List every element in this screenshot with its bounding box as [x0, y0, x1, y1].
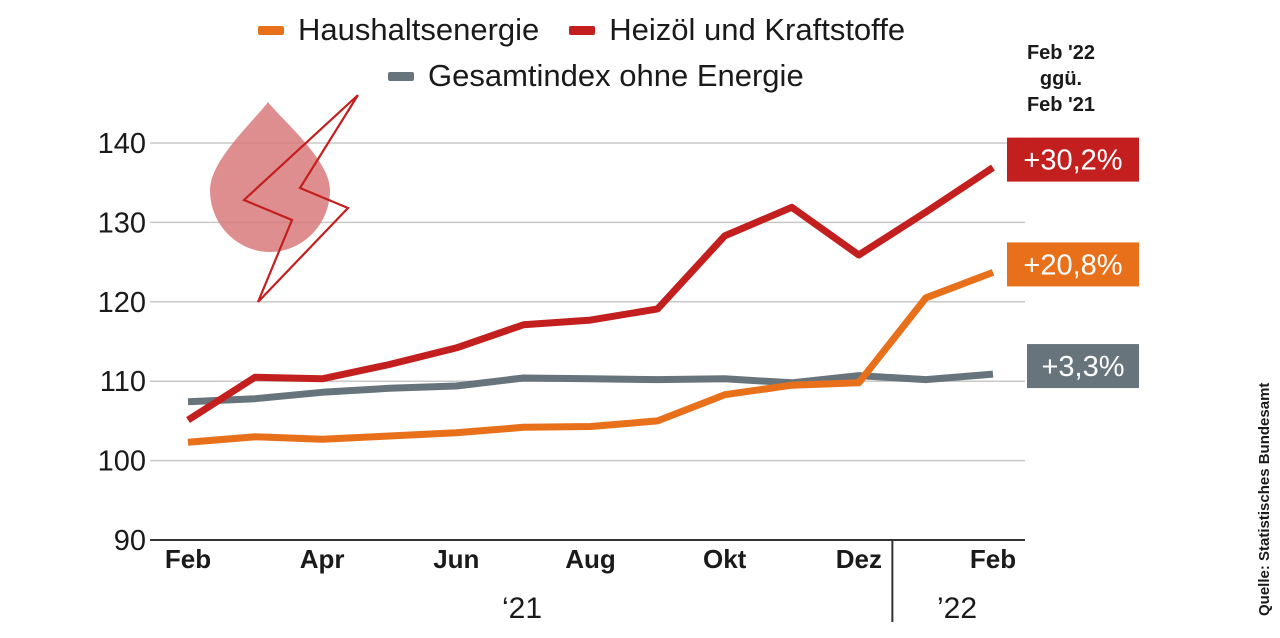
- legend-swatch-haushaltsenergie: [258, 25, 284, 35]
- x-tick-label: Jun: [433, 544, 479, 574]
- legend-row-2: Gesamtindex ohne Energie: [388, 58, 834, 94]
- series-lines: [186, 164, 995, 446]
- change-header-line-2: ggü.: [1039, 68, 1083, 90]
- legend-row-1: Haushaltsenergie Heizöl und Kraftstoffe: [258, 12, 935, 48]
- change-header: Feb '22 ggü. Feb '21: [1006, 40, 1116, 118]
- y-tick-label: 110: [100, 366, 146, 398]
- x-tick-label: Aug: [565, 544, 616, 574]
- change-label-1: +30,2%: [1023, 145, 1122, 177]
- change-badge-2: [1027, 344, 1139, 389]
- year-label: ‘21: [502, 592, 542, 625]
- change-badge-1: [1007, 137, 1139, 182]
- legend-label-heizoel: Heizöl und Kraftstoffe: [609, 12, 906, 47]
- energy-drop-lightning-icon: [210, 94, 359, 303]
- legend-label-haushaltsenergie: Haushaltsenergie: [298, 12, 540, 47]
- legend-label-gesamtindex: Gesamtindex ohne Energie: [428, 58, 804, 93]
- legend-item-haushaltsenergie: Haushaltsenergie: [258, 12, 539, 48]
- x-tick-label: Feb: [165, 544, 211, 574]
- series-line-1: [186, 164, 995, 424]
- change-label-2: +3,3%: [1041, 351, 1124, 383]
- y-tick-label: 140: [98, 128, 146, 160]
- series-line-0: [187, 269, 995, 446]
- y-tick-label: 130: [98, 207, 146, 239]
- legend-item-gesamtindex: Gesamtindex ohne Energie: [388, 58, 804, 94]
- year-label: ’22: [937, 592, 977, 625]
- x-tick-label: Apr: [300, 544, 345, 574]
- x-tick-label: Feb: [970, 544, 1016, 574]
- legend-swatch-gesamtindex: [388, 71, 414, 81]
- y-tick-label: 100: [98, 446, 146, 478]
- axes: 90 100 110 120 130 140 Feb Apr Jun Aug Okt Dez Feb ‘2…: [98, 128, 1017, 625]
- change-label-0: +20,8%: [1023, 249, 1122, 281]
- change-header-line-3: Feb '21: [1026, 94, 1096, 116]
- source-note: Quelle: Statistisches Bundesamt: [1256, 382, 1273, 616]
- series-line-2: [187, 370, 994, 406]
- y-tick-label: 90: [114, 525, 146, 557]
- change-header-line-1: Feb '22: [1026, 42, 1096, 64]
- y-tick-label: 120: [98, 287, 146, 319]
- legend-swatch-heizoel: [569, 25, 596, 35]
- x-tick-label: Dez: [836, 544, 882, 574]
- legend-item-heizoel: Heizöl und Kraftstoffe: [569, 12, 905, 48]
- change-labels: +20,8% +30,2% +3,3%: [1007, 137, 1139, 389]
- x-tick-label: Okt: [703, 544, 747, 574]
- change-badge-0: [1007, 242, 1139, 287]
